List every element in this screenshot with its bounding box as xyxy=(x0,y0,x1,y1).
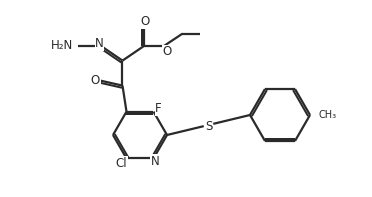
Text: H₂N: H₂N xyxy=(51,39,74,52)
Text: O: O xyxy=(163,45,172,58)
Text: N: N xyxy=(151,155,159,168)
Text: O: O xyxy=(91,74,100,87)
Text: CH₃: CH₃ xyxy=(319,110,337,120)
Text: N: N xyxy=(95,37,104,50)
Text: S: S xyxy=(205,120,212,133)
Text: O: O xyxy=(141,15,150,28)
Text: F: F xyxy=(155,102,162,115)
Text: Cl: Cl xyxy=(116,157,127,170)
